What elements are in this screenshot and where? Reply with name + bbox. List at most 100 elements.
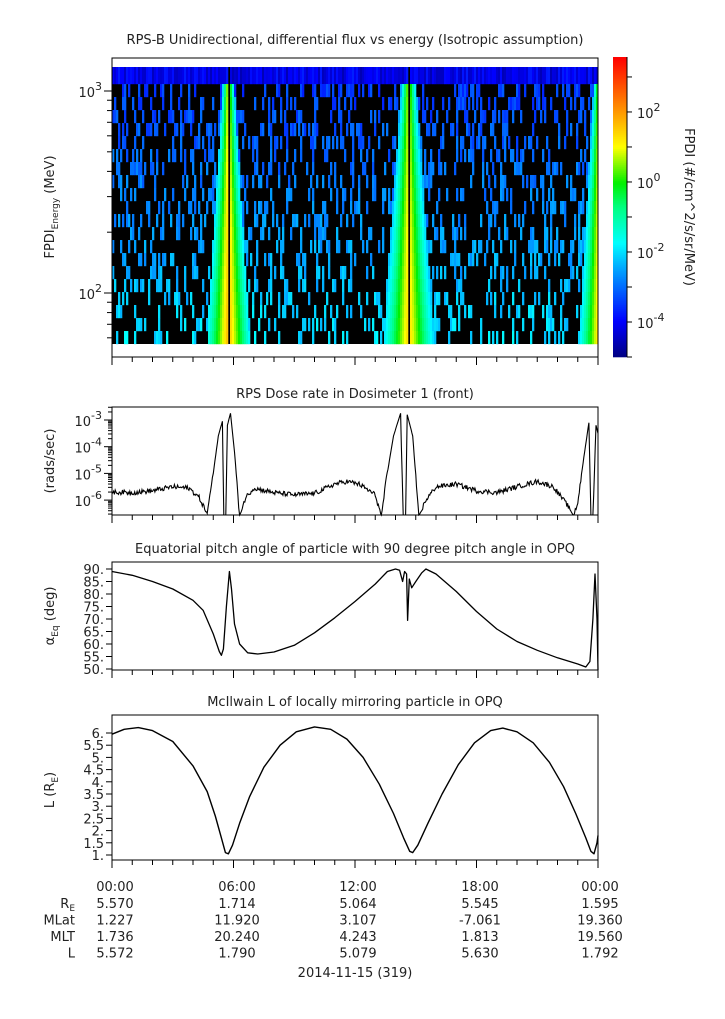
heatmap-cell [544,214,547,228]
heatmap-cell [402,214,405,228]
heatmap-cell [460,279,463,293]
heatmap-cell [416,305,419,319]
heatmap-cell [514,253,517,267]
heatmap-cell [204,214,207,228]
heatmap-cell [580,110,583,124]
heatmap-cell [444,162,447,176]
heatmap-cell [116,67,119,85]
heatmap-cell [202,279,205,293]
colorbar-segment [613,213,627,216]
heatmap-cell [578,67,581,85]
heatmap-cell [230,227,233,241]
heatmap-cell [392,253,395,267]
heatmap-cell [120,149,123,163]
heatmap-cell [462,67,465,85]
heatmap-cell [592,214,595,228]
heatmap-cell [480,97,483,111]
heatmap-cell [156,214,159,228]
heatmap-cell [458,305,461,319]
heatmap-cell [422,175,425,189]
heatmap-cell [444,292,447,306]
heatmap-cell [594,331,597,345]
colorbar-segment [613,109,627,112]
heatmap-cell [398,279,401,293]
heatmap-cell [256,253,259,267]
colorbar-segment [613,67,627,70]
heatmap-cell [552,67,555,85]
heatmap-cell [386,279,389,293]
colorbar-segment [613,63,627,66]
ephemeris-row-label: L [68,947,76,962]
heatmap-cell [114,279,117,293]
heatmap-cell [282,227,285,241]
heatmap-cell [214,266,217,280]
heatmap-cell [596,305,599,319]
heatmap-cell [198,201,201,215]
heatmap-cell [394,331,397,345]
heatmap-cell [380,331,383,345]
colorbar-segment [613,339,627,342]
heatmap-cell [544,110,547,124]
heatmap-cell [368,67,371,85]
heatmap-cell [548,279,551,293]
heatmap-cell [392,201,395,215]
heatmap-cell [398,266,401,280]
heatmap-cell [538,253,541,267]
heatmap-cell [252,292,255,306]
heatmap-cell [556,162,559,176]
heatmap-cell [422,253,425,267]
colorbar-segment [613,311,627,314]
heatmap-cell [438,162,441,176]
heatmap-cell [410,188,413,202]
heatmap-cell [192,331,195,345]
heatmap-cell [230,175,233,189]
heatmap-cell [218,175,221,189]
heatmap-cell [594,67,597,85]
heatmap-cell [294,67,297,85]
heatmap-cell [428,279,431,293]
y-tick-label: 2. [92,825,104,840]
heatmap-cell [532,227,535,241]
heatmap-cell [418,149,421,163]
heatmap-cell [208,149,211,163]
heatmap-cell [324,149,327,163]
heatmap-cell [404,110,407,124]
heatmap-cell [548,253,551,267]
heatmap-cell [398,149,401,163]
heatmap-cell [312,188,315,202]
colorbar-segment [613,119,627,122]
heatmap-cell [424,331,427,345]
colorbar-segment [613,107,627,110]
colorbar-segment [613,181,627,184]
heatmap-cell [390,305,393,319]
heatmap-cell [468,253,471,267]
heatmap-cell [486,162,489,176]
heatmap-cell [220,188,223,202]
heatmap-cell [230,331,233,345]
colorbar-segment [613,207,627,210]
heatmap-cell [560,305,563,319]
heatmap-cell [584,227,587,241]
heatmap-cell [436,292,439,306]
heatmap-cell [442,123,445,137]
heatmap-cell [512,266,515,280]
heatmap-cell [366,201,369,215]
heatmap-cell [454,240,457,254]
heatmap-cell [128,84,131,98]
heatmap-cell [328,253,331,267]
heatmap-cell [564,318,567,332]
heatmap-cell [226,318,229,332]
heatmap-cell [226,253,229,267]
heatmap-cell [528,305,531,319]
heatmap-cell [468,123,471,137]
heatmap-cell [400,123,403,137]
heatmap-cell [212,149,215,163]
heatmap-cell [550,97,553,111]
heatmap-cell [230,201,233,215]
heatmap-cell [478,240,481,254]
heatmap-cell [184,149,187,163]
heatmap-cell [186,110,189,124]
heatmap-cell [304,214,307,228]
colorbar-segment [613,199,627,202]
heatmap-cell [486,201,489,215]
